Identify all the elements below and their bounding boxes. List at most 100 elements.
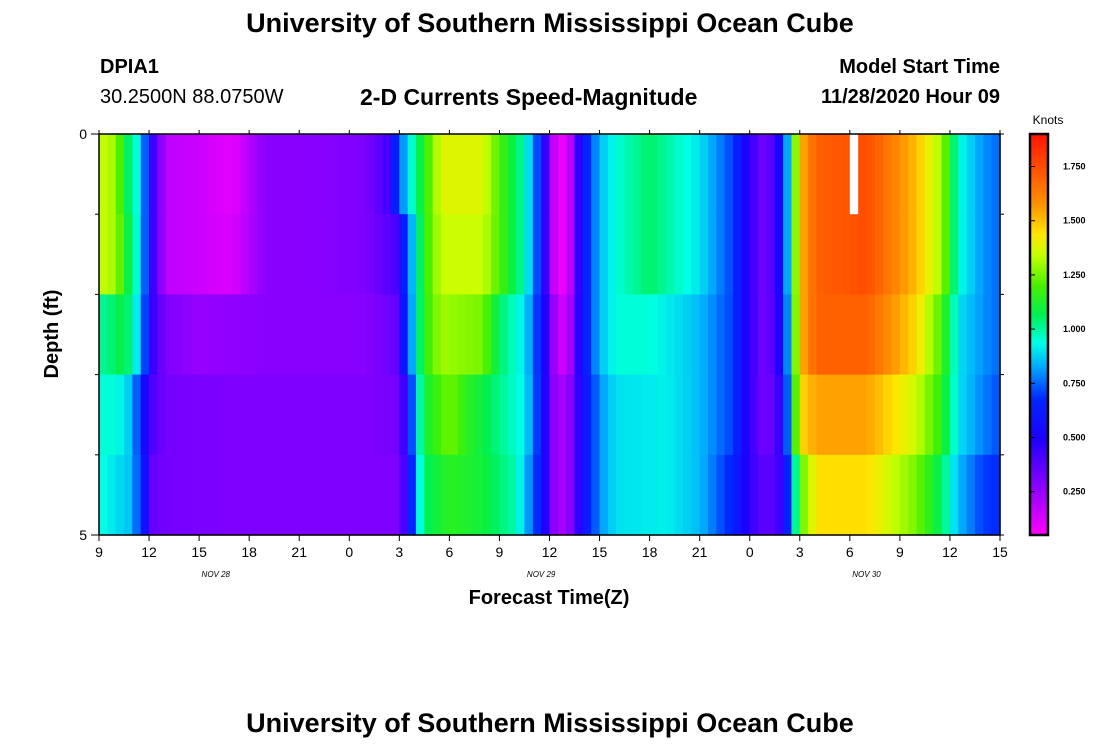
heatmap-cell (299, 374, 309, 456)
heatmap-cell (199, 374, 209, 456)
heatmap-cell (582, 374, 592, 456)
heatmap-cell (791, 214, 801, 295)
heatmap-cell (365, 454, 375, 536)
heatmap-cell (365, 214, 375, 295)
heatmap-cell (399, 214, 409, 295)
heatmap-cell (674, 134, 684, 215)
heatmap-cell (374, 454, 384, 536)
heatmap-cell (232, 134, 242, 215)
heatmap-cell (157, 214, 167, 295)
heatmap-cell (866, 454, 876, 536)
x-tick-label: 21 (692, 544, 708, 560)
heatmap-cell (232, 294, 242, 376)
heatmap-cell (824, 214, 834, 295)
heatmap-cell (974, 294, 984, 376)
heatmap-cell (849, 134, 859, 215)
heatmap-cell (649, 134, 659, 215)
heatmap-cell (699, 294, 709, 376)
colorbar-tick-label: 0.250 (1063, 487, 1086, 497)
heatmap-cell (124, 214, 133, 295)
heatmap-cell (174, 134, 184, 215)
heatmap-cell (891, 374, 901, 456)
heatmap-cell (315, 454, 325, 536)
heatmap-cell (749, 374, 759, 456)
heatmap-cell (758, 454, 767, 536)
heatmap-cell (390, 214, 400, 295)
heatmap-cell (883, 134, 893, 215)
heatmap-cell (941, 374, 951, 456)
heatmap-cell (232, 374, 242, 456)
heatmap-cell (516, 294, 526, 376)
heatmap-cell (332, 294, 342, 376)
heatmap-cell (507, 294, 517, 376)
heatmap-cell (549, 294, 559, 376)
heatmap-cell (682, 134, 692, 215)
heatmap-cell (165, 294, 175, 376)
heatmap-cell (733, 454, 742, 536)
heatmap-cell (841, 374, 851, 456)
heatmap-cell (924, 134, 934, 215)
colorbar: Knots 0.250 0.500 0.750 1.000 1.250 1.500 1.75… (1028, 113, 1086, 537)
heatmap-cell (299, 454, 309, 536)
heatmap-cell (265, 214, 275, 295)
heatmap-cell (240, 214, 250, 295)
heatmap-cell (157, 294, 167, 376)
heatmap-cell (774, 134, 784, 215)
heatmap-cell (632, 454, 642, 536)
heatmap-cell (516, 374, 526, 456)
colorbar-tick-label: 0.500 (1063, 432, 1086, 442)
heatmap-cell (424, 294, 434, 376)
heatmap-cell (182, 294, 192, 376)
heatmap-cell (407, 294, 417, 376)
heatmap-cell (591, 374, 601, 456)
heatmap-cell (607, 214, 617, 295)
heatmap-cell (674, 454, 684, 536)
heatmap-cell (883, 294, 893, 376)
heatmap-cell (324, 214, 334, 295)
heatmap-cell (307, 134, 317, 215)
heatmap-cell (315, 374, 325, 456)
heatmap-cell (574, 374, 584, 456)
heatmap-cell (349, 454, 359, 536)
heatmap-cell (708, 374, 717, 456)
heatmap-cell (899, 134, 909, 215)
heatmap-cell (641, 214, 651, 295)
y-axis: 05 (79, 126, 1004, 543)
heatmap-cell (457, 214, 467, 295)
heatmap-cell (983, 454, 993, 536)
heatmap-cell (766, 374, 776, 456)
heatmap-cell (774, 294, 784, 376)
heatmap-cell (124, 294, 133, 376)
heatmap-cell (666, 454, 676, 536)
heatmap-cell (432, 454, 442, 536)
heatmap-cell (549, 134, 559, 215)
heatmap-cell (149, 214, 158, 295)
heatmap-cell (190, 454, 200, 536)
heatmap-cell (699, 134, 709, 215)
heatmap-cell (532, 214, 542, 295)
heatmap-cell (899, 454, 909, 536)
heatmap-cell (307, 294, 317, 376)
heatmap-cell (574, 134, 584, 215)
heatmap-cell (624, 134, 634, 215)
x-tick-label: 12 (942, 544, 958, 560)
heatmap-cell (724, 294, 734, 376)
heatmap-cell (849, 454, 859, 536)
heatmap-cell (649, 374, 659, 456)
heatmap-cell (833, 134, 843, 215)
x-tick-label: 15 (191, 544, 207, 560)
heatmap-cell (182, 374, 192, 456)
heatmap-cell (374, 374, 384, 456)
heatmap-cell (491, 374, 501, 456)
heatmap-cell (441, 214, 450, 295)
heatmap-cell (207, 214, 217, 295)
heatmap-cell (99, 374, 108, 456)
heatmap-cell (257, 374, 267, 456)
heatmap-cell (324, 134, 334, 215)
heatmap-cell (958, 134, 968, 215)
heatmap-cell (749, 294, 759, 376)
heatmap-cell (416, 294, 425, 376)
heatmap-cell (257, 294, 267, 376)
heatmap-cell (274, 214, 284, 295)
heatmap-cell (632, 294, 642, 376)
